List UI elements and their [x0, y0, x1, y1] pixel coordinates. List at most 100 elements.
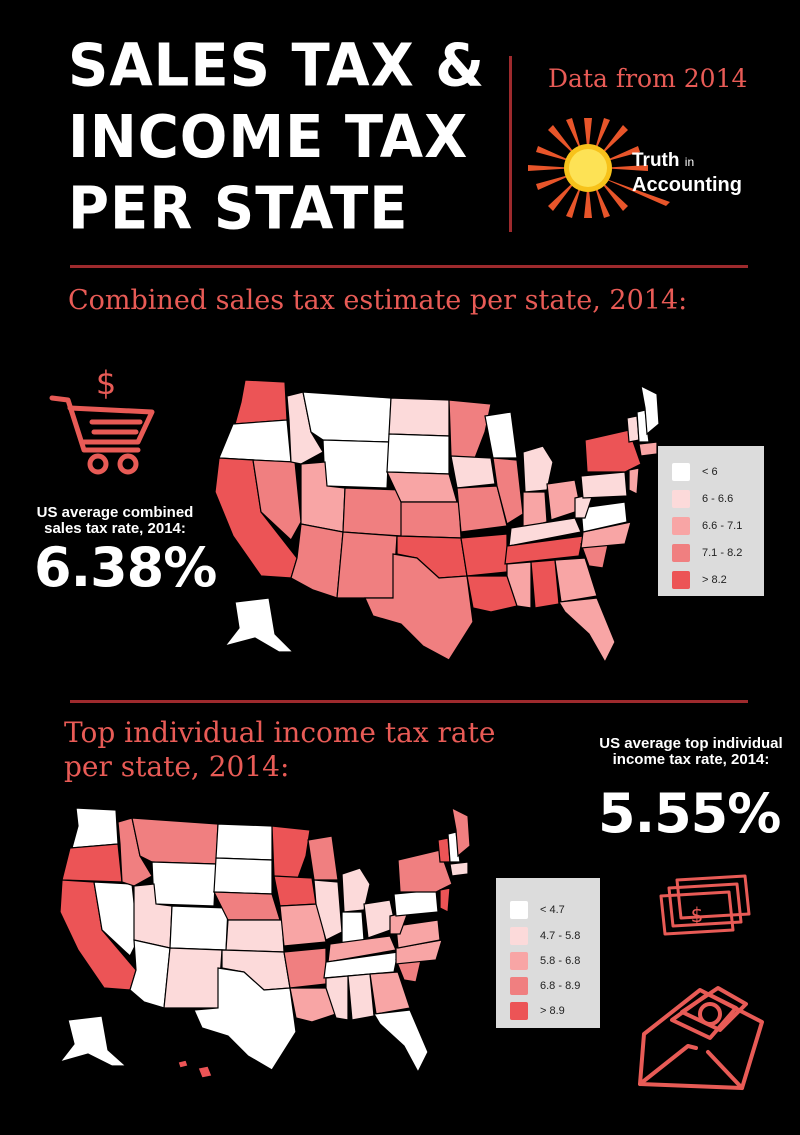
source-note: Data from 2014	[548, 64, 748, 93]
state-ms	[325, 975, 349, 1021]
legend-item: < 6	[672, 462, 718, 482]
state-mn	[271, 825, 311, 879]
state-pa	[580, 471, 628, 499]
shopping-cart-icon: $	[40, 360, 170, 480]
state-co	[169, 905, 229, 951]
state-sd	[213, 857, 273, 895]
income-tax-map	[58, 800, 473, 1095]
section-divider-middle	[70, 700, 748, 703]
state-ia	[273, 875, 317, 907]
state-va	[580, 501, 628, 533]
state-co	[342, 487, 404, 537]
logo-text-in: in	[684, 155, 695, 169]
state-fl	[373, 1009, 429, 1074]
legend-swatch	[510, 927, 528, 945]
sales-tax-map	[205, 372, 660, 672]
state-nd	[388, 397, 450, 437]
state-mi	[341, 867, 371, 913]
legend-label: < 6	[702, 466, 718, 478]
svg-text:$: $	[691, 903, 704, 927]
state-al	[530, 559, 560, 609]
state-mo	[456, 485, 508, 533]
state-va	[395, 919, 441, 949]
state-mn	[448, 399, 492, 459]
state-il	[492, 457, 524, 525]
state-ga	[554, 557, 598, 603]
state-az	[129, 939, 171, 1009]
legend-label: > 8.2	[702, 574, 727, 586]
state-il	[313, 879, 343, 941]
state-me	[640, 384, 660, 436]
state-fl	[558, 597, 616, 664]
sales-section-title: Combined sales tax estimate per state, 2…	[68, 285, 688, 316]
state-nd	[215, 823, 273, 861]
legend-swatch	[672, 490, 690, 508]
legend-item: > 8.9	[510, 1001, 565, 1021]
sun-logo-icon	[528, 118, 670, 218]
legend-label: 6.6 - 7.1	[702, 520, 743, 532]
state-ma	[449, 861, 469, 877]
legend-item: 7.1 - 8.2	[672, 543, 742, 563]
state-az	[290, 523, 344, 599]
legend-item: 6.6 - 7.1	[672, 516, 742, 536]
state-ma	[638, 441, 658, 457]
state-la	[289, 987, 337, 1023]
logo-text-truth: Truth	[632, 150, 680, 171]
page-title: SALES TAX & INCOME TAX PER STATE	[68, 31, 486, 243]
legend-label: 5.8 - 6.8	[540, 955, 581, 967]
state-wy	[322, 439, 390, 489]
legend-swatch	[672, 463, 690, 481]
legend-item: 5.8 - 6.8	[510, 951, 580, 971]
legend-item: 6.8 - 8.9	[510, 976, 580, 996]
state-wi	[307, 835, 339, 881]
legend-swatch	[672, 517, 690, 535]
state-tn	[504, 535, 584, 565]
state-nj	[628, 467, 640, 495]
legend-swatch	[672, 571, 690, 589]
state-ky	[508, 517, 582, 547]
legend-swatch	[672, 544, 690, 562]
legend-label: < 4.7	[540, 904, 565, 916]
legend-swatch	[510, 1002, 528, 1020]
income-average-label: US average top individual income tax rat…	[599, 735, 783, 768]
state-nm	[336, 531, 398, 599]
legend-item: < 4.7	[510, 900, 565, 920]
legend-label: 4.7 - 5.8	[540, 930, 581, 942]
state-mi	[522, 445, 554, 493]
logo-text-accounting: Accounting	[632, 174, 742, 196]
state-ny	[584, 429, 642, 473]
state-wi	[484, 411, 518, 459]
state-ia	[450, 455, 496, 489]
state-ar	[283, 947, 327, 989]
state-mt	[131, 817, 219, 865]
state-ks	[225, 919, 285, 953]
state-pa	[393, 889, 439, 917]
section-divider-top	[70, 265, 748, 268]
state-tx	[364, 553, 474, 661]
income-section-title: Top individual income tax rate per state…	[64, 716, 496, 783]
sales-legend: < 6 6 - 6.6 6.6 - 7.1 7.1 - 8.2 > 8.2	[658, 446, 764, 596]
state-hi	[197, 1065, 213, 1079]
state-ak	[223, 597, 295, 653]
state-sd	[386, 433, 450, 475]
state-ny	[397, 849, 453, 893]
dollar-icon: $	[96, 364, 116, 402]
sales-average-label: US average combined sales tax rate, 2014…	[36, 504, 194, 537]
truth-in-accounting-logo: Truth in Accounting	[528, 116, 768, 228]
money-envelope-icon	[638, 968, 768, 1094]
legend-swatch	[510, 901, 528, 919]
legend-swatch	[510, 977, 528, 995]
state-la	[466, 575, 518, 613]
legend-label: 7.1 - 8.2	[702, 547, 743, 559]
state-wa	[234, 379, 288, 425]
income-legend: < 4.7 4.7 - 5.8 5.8 - 6.8 6.8 - 8.9 > 8.…	[496, 878, 600, 1028]
legend-item: 4.7 - 5.8	[510, 926, 580, 946]
state-mt	[302, 391, 392, 443]
legend-item: > 8.2	[672, 570, 727, 590]
state-me	[451, 806, 471, 858]
legend-label: 6.8 - 8.9	[540, 980, 581, 992]
legend-label: > 8.9	[540, 1005, 565, 1017]
vertical-divider	[509, 56, 512, 232]
state-ms	[506, 561, 532, 609]
state-ak	[58, 1015, 128, 1067]
